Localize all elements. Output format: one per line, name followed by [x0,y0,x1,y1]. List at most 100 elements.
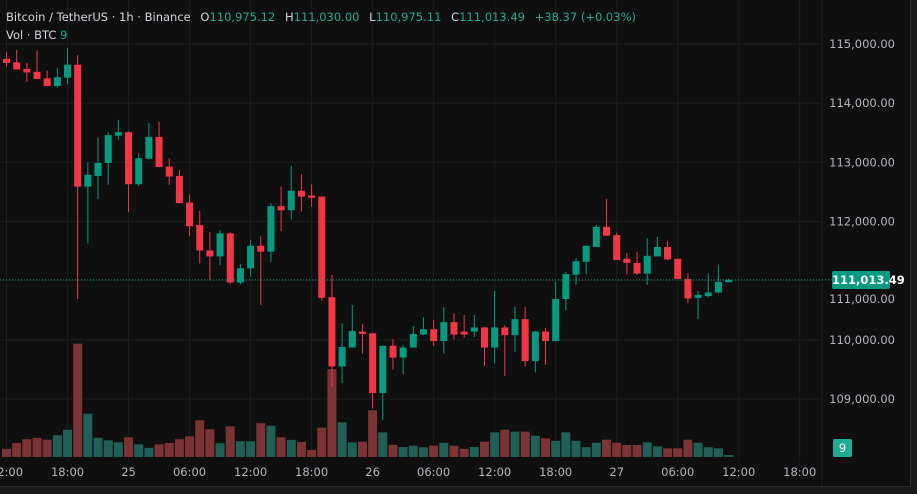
candle [155,121,163,168]
candle-body [43,78,51,87]
candle-body [369,333,377,394]
candle [297,174,305,212]
candle-body [542,331,550,342]
candle-body [114,132,122,136]
volume-bar [124,437,134,457]
change-value: +38.37 (+0.03%) [534,10,636,24]
candle [582,245,590,275]
price-tick-label: 112,000.00 [829,215,895,229]
time-tick-label: 12:00 [0,465,23,479]
close-value: 111,013.49 [459,10,525,24]
candle-body [603,226,611,236]
high-value: 111,030.00 [293,10,360,24]
volume-bar [551,440,561,457]
candle-body [64,64,72,78]
volume-bar [73,343,83,457]
candle [206,232,214,281]
volume-bar [561,432,571,457]
candle [23,62,31,82]
candle-body [74,64,82,187]
volume-bar [490,432,500,457]
candle [603,199,611,236]
price-axis[interactable]: 115,000.00 114,000.00 113,000.00 112,000.00… [829,37,895,406]
candle-body [175,175,183,204]
candle-body [409,333,417,348]
candle [43,70,51,87]
candle [104,132,112,185]
candle [542,328,550,365]
candle [531,330,539,373]
volume-bar [520,431,530,457]
candle [592,225,600,247]
candle [409,326,417,348]
time-tick-label: 26 [365,465,380,479]
grid-lines [0,0,823,486]
volume-bar [83,413,93,457]
volume-label[interactable]: Vol · BTC [6,28,57,42]
candle-body [145,136,153,159]
candle-body [521,319,529,362]
candle [725,278,733,283]
candle-body [206,250,214,257]
time-tick-label: 25 [121,465,136,479]
candle-body [714,281,722,293]
volume-bar [93,437,103,457]
candle [501,325,509,376]
candle [684,273,692,304]
volume-bar [703,447,713,457]
candle [379,345,387,420]
candle [13,49,21,70]
low-value: 110,975.11 [375,10,442,24]
candle [64,48,72,85]
volume-bar [388,444,398,457]
volume-bar [103,440,113,457]
symbol-title[interactable]: Bitcoin / TetherUS · 1h · Binance [6,10,191,24]
volume-bar [418,447,428,457]
volume-badge: 9 [833,439,852,457]
candle [653,236,661,257]
volume-bar [642,442,652,457]
candle [430,319,438,346]
candle-body [389,345,397,358]
volume-bar [154,444,164,457]
candle [3,52,10,67]
time-tick-label: 18:00 [783,465,816,479]
candle [145,123,153,159]
time-tick-label: 12:00 [234,465,267,479]
candle [53,68,61,88]
candle-body [460,331,468,335]
price-tick-label: 110,000.00 [829,333,895,347]
volume-bar [408,445,418,457]
candle-body [633,262,641,274]
volume-bar [256,423,266,457]
chart-frame [0,0,911,487]
volume-bar [2,448,11,457]
candle-body [94,162,102,176]
candle [389,339,397,370]
candle-body [704,292,712,297]
price-tick-label: 109,000.00 [829,392,895,406]
candle [572,258,580,285]
candle [257,236,265,305]
price-tick-label: 115,000.00 [829,37,895,51]
candle [450,313,458,340]
candle-body [3,58,10,63]
volume-bars [2,343,734,457]
volume-bar [164,443,174,457]
volume-bar [246,441,256,457]
high-label: H [284,10,294,24]
volume-bar [591,442,601,457]
time-axis[interactable]: 12:00 18:00 25 06:00 12:00 18:00 26 06:00 12:00 1… [0,465,816,479]
candle [236,264,244,285]
candle-body [318,196,326,298]
candle-body [430,329,438,342]
last-price-badge: 111,013.49 [832,271,905,289]
candle-body [104,135,112,163]
candle [613,232,621,260]
candle-body [572,261,580,275]
candle [318,196,326,301]
candle-body [53,77,61,87]
candle-body [511,319,519,336]
candles [3,48,733,420]
